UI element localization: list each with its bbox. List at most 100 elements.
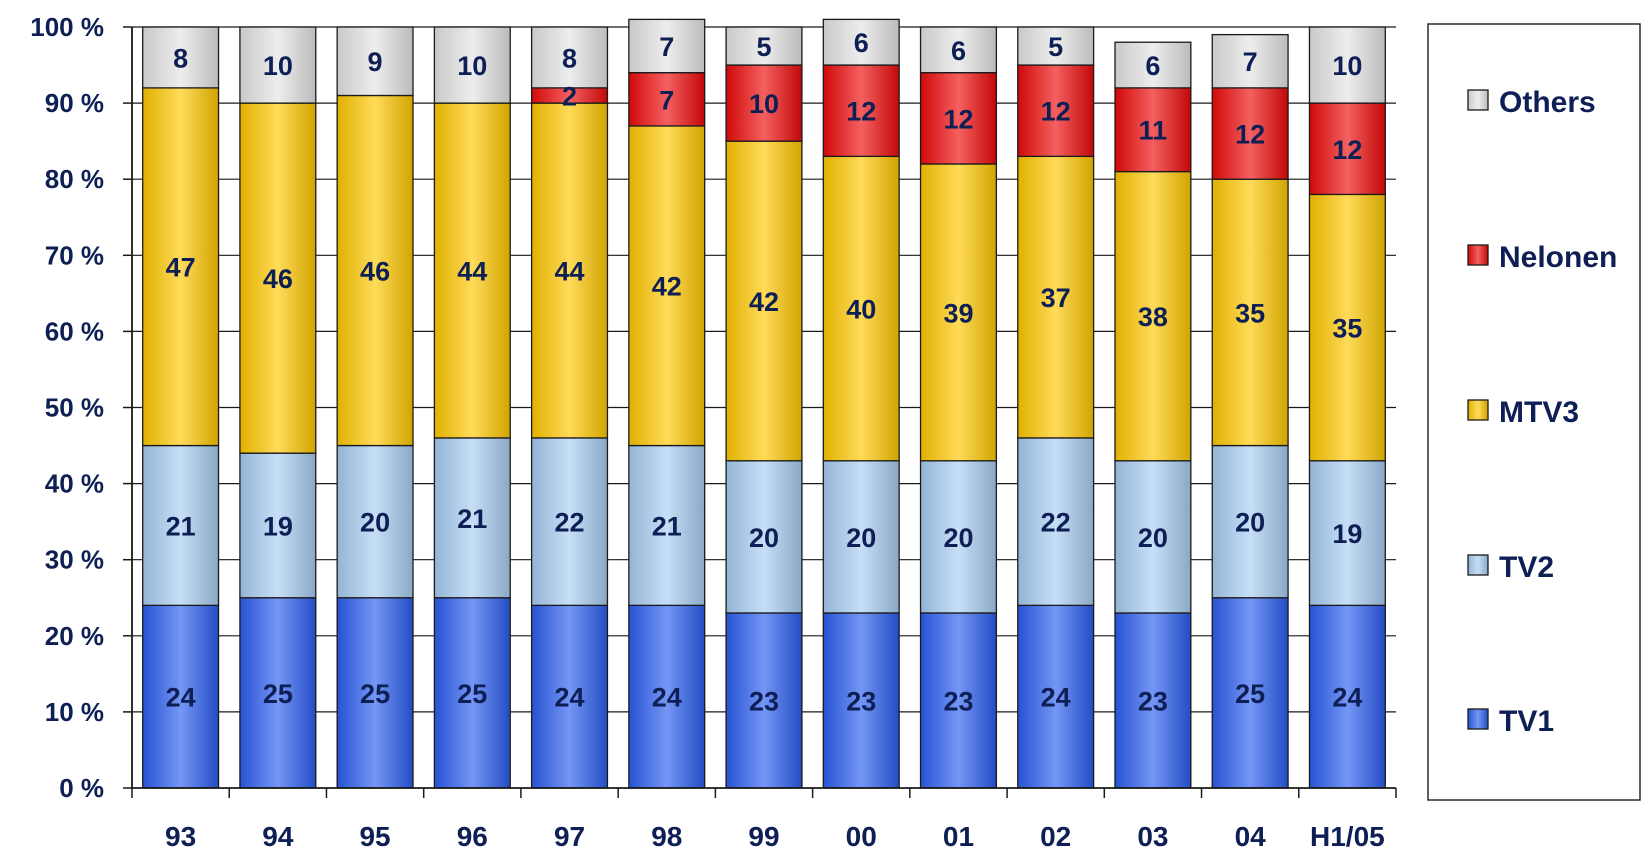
x-category-label: 98 [651,821,682,850]
y-tick-label: 30 % [45,545,104,575]
x-category-label: 97 [554,821,585,850]
data-label: 42 [652,272,682,302]
x-category-label: 04 [1235,821,1267,850]
bar-segment-tv2 [822,460,900,614]
bar-segment-others [433,26,511,104]
data-label: 7 [659,32,674,62]
bar-segment-nelonen [1017,64,1095,158]
bar-segment-tv1 [725,612,803,789]
data-label: 10 [457,51,487,81]
data-label: 7 [1243,47,1258,77]
data-label: 42 [749,287,779,317]
bar-segment-others [142,26,220,89]
legend-swatch-others [1467,89,1489,111]
bar-segment-nelonen [822,64,900,158]
bar-segment-nelonen [1114,87,1192,173]
y-tick-label: 50 % [45,393,104,423]
bar-segment-others [336,26,414,97]
data-label: 21 [457,504,487,534]
bar-segment-others [1211,33,1289,89]
data-label: 20 [360,508,390,538]
data-label: 12 [943,104,973,134]
data-label: 2 [562,81,577,111]
bar-segment-others [725,26,803,66]
data-label: 39 [943,298,973,328]
data-label: 19 [1332,519,1362,549]
bar-segment-mtv3 [142,87,220,447]
bar-segment-tv2 [1308,460,1386,607]
x-category-label: H1/05 [1310,821,1385,850]
y-tick-label: 100 % [30,12,104,42]
y-tick-label: 20 % [45,621,104,651]
x-category-label: 96 [457,821,488,850]
data-label: 20 [1138,523,1168,553]
bar-segment-others [239,26,317,104]
bar-segment-nelonen [919,72,998,165]
x-category-label: 94 [262,821,294,850]
data-label: 25 [1235,679,1265,709]
bar-segment-tv1 [1017,604,1095,789]
legend-swatch-tv1 [1467,708,1489,730]
bar-segment-tv1 [1211,597,1289,789]
y-tick-label: 40 % [45,469,104,499]
data-label: 10 [1332,51,1362,81]
bar-segment-tv2 [1017,437,1095,607]
bar-segment-tv1 [336,597,414,789]
legend-label-nelonen: Nelonen [1499,241,1617,274]
bar-segment-tv2 [239,452,317,599]
data-label: 24 [1332,683,1362,713]
data-label: 24 [1041,683,1071,713]
bar-segment-tv1 [628,604,706,789]
bar-segment-tv2 [142,444,220,607]
bar-segment-tv1 [1114,612,1192,789]
data-label: 21 [652,511,682,541]
bar-segment-tv2 [919,460,998,614]
data-label: 25 [457,679,487,709]
data-label: 20 [1235,508,1265,538]
legend-box [1427,23,1641,801]
bar-segment-tv2 [1114,460,1192,614]
data-label: 8 [562,43,577,73]
data-label: 23 [846,686,876,716]
bar-segment-mtv3 [919,163,998,462]
x-category-label: 00 [846,821,877,850]
y-tick-label: 10 % [45,697,104,727]
data-label: 24 [166,683,196,713]
legend-swatch-tv2 [1467,554,1489,576]
bar-segment-tv1 [239,597,317,789]
bar-segment-nelonen [1211,87,1289,180]
x-category-label: 01 [943,821,974,850]
data-label: 25 [263,679,293,709]
data-label: 19 [263,511,293,541]
bar-segment-mtv3 [822,155,900,462]
bar-segment-mtv3 [239,102,317,454]
y-tick-label: 80 % [45,164,104,194]
legend-label-tv1: TV1 [1499,705,1554,738]
legend-swatch-mtv3 [1467,399,1489,421]
bar-segment-others [822,18,900,66]
bar-segment-others [1308,26,1386,104]
legend-label-others: Others [1499,86,1596,119]
data-label: 5 [756,32,771,62]
data-label: 11 [1139,116,1168,146]
bar-segment-mtv3 [628,125,706,447]
data-label: 24 [555,683,585,713]
data-label: 23 [749,686,779,716]
bar-segment-others [1017,26,1095,66]
data-label: 22 [1041,508,1071,538]
data-label: 20 [846,523,876,553]
bar-segment-others [530,26,609,89]
bar-segment-tv2 [1211,444,1289,599]
bar-segment-mtv3 [1308,193,1386,462]
bar-segment-others [628,18,706,74]
data-label: 5 [1048,32,1063,62]
bar-segment-tv2 [336,444,414,599]
data-labels: 2421478251946102520469252144102422442824… [166,28,1363,716]
data-label: 6 [1145,51,1160,81]
data-label: 7 [659,85,674,115]
data-label: 12 [1041,97,1071,127]
legend-label-mtv3: MTV3 [1499,396,1579,429]
data-label: 40 [846,295,876,325]
data-label: 46 [263,264,293,294]
